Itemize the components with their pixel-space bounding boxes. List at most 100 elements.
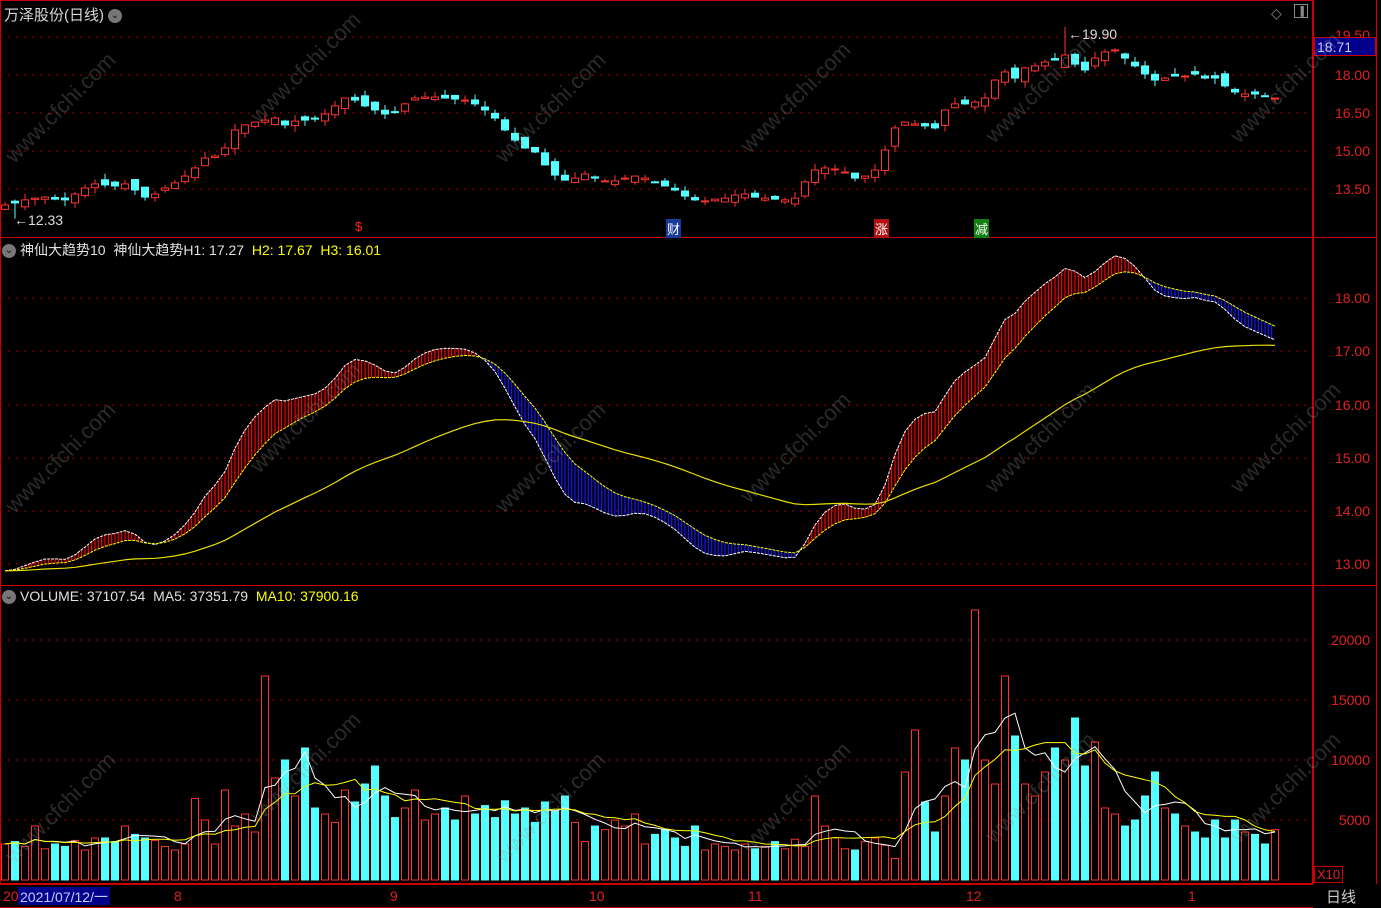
month-tick: 9 (390, 888, 398, 904)
candle-body (1, 204, 9, 210)
volume-bar (1171, 813, 1179, 881)
volume-tick: 10000 (1331, 752, 1370, 768)
candle-body (901, 121, 909, 126)
trend-long-line (4, 344, 1276, 572)
candle-body (561, 174, 569, 181)
month-tick: 11 (748, 888, 763, 904)
candle-body (1251, 91, 1259, 95)
candle-body (251, 121, 259, 127)
volume-bar (51, 843, 59, 881)
candle-body (1211, 75, 1219, 79)
event-marker-dollar[interactable]: $ (355, 219, 363, 234)
volume-bar (1221, 837, 1229, 881)
event-marker-reduce[interactable]: 减 (974, 219, 990, 238)
candle-body (501, 119, 509, 131)
candle-body (721, 197, 729, 203)
volume-unit: X10 (1314, 866, 1344, 883)
price-tick: 18.00 (1334, 67, 1370, 83)
candle-body (931, 123, 939, 129)
volume-bar (951, 747, 959, 881)
candle-body (201, 157, 209, 167)
candle-body (671, 187, 679, 191)
candle-body (821, 167, 829, 175)
volume-bar (961, 759, 969, 881)
volume-bar (31, 825, 39, 881)
candle-body (1081, 61, 1089, 71)
chart-canvas[interactable] (0, 0, 1313, 884)
event-marker-rise[interactable]: 涨 (874, 219, 890, 238)
candle-body (711, 198, 719, 202)
candle-body (921, 123, 929, 127)
low-value: 12.33 (28, 212, 64, 228)
volume-bar (61, 845, 69, 881)
volume-bar (551, 809, 559, 881)
date-axis[interactable]: 20 2021/07/12/一 8 9 10 11 12 1 (0, 884, 1313, 908)
volume-bar (821, 825, 829, 881)
volume-bar (261, 675, 269, 881)
volume-bar (1271, 829, 1279, 881)
candle-body (441, 94, 449, 99)
volume-bar (1091, 741, 1099, 881)
volume-bar (631, 813, 639, 881)
volume-bar (1111, 813, 1119, 881)
candle-body (1271, 97, 1279, 100)
trend-slow-line (4, 271, 1276, 572)
stock-title: 万泽股份(日线) ⌄ (4, 4, 122, 25)
chevron-down-icon[interactable]: ⌄ (2, 244, 16, 259)
candle-body (1011, 67, 1019, 79)
candle-body (1161, 77, 1169, 81)
candle-body (1101, 51, 1109, 62)
candle-body (891, 127, 899, 147)
indicator-h1: 神仙大趋势H1: 17.27 (113, 242, 245, 258)
volume-bar (431, 813, 439, 881)
low-annotation: ←12.33 (14, 212, 64, 228)
volume-bar (251, 831, 259, 881)
volume-bar (521, 807, 529, 881)
volume-bar (1231, 819, 1239, 881)
candle-body (871, 169, 879, 178)
panel-toggle-icon[interactable]: ▌ (1294, 4, 1308, 18)
volume-bar (281, 759, 289, 881)
candle-body (971, 101, 979, 108)
volume-bar (731, 849, 739, 881)
event-marker-finance[interactable]: 财 (666, 219, 682, 238)
candle-body (1091, 57, 1099, 67)
candle-body (731, 194, 739, 203)
volume-bar (211, 843, 219, 881)
volume-bar (91, 837, 99, 881)
candle-body (131, 179, 139, 191)
candle-body (681, 190, 689, 197)
candle-body (451, 94, 459, 100)
chevron-down-icon[interactable]: ⌄ (108, 9, 122, 24)
volume-tick: 15000 (1331, 692, 1370, 708)
right-axis[interactable]: 19.50 18.00 16.50 15.00 13.50 18.00 17.0… (1313, 0, 1377, 884)
candle-body (571, 177, 579, 184)
volume-tick: 20000 (1331, 632, 1370, 648)
volume-bar (1261, 843, 1269, 881)
candle-body (611, 180, 619, 186)
volume-bar (1051, 747, 1059, 881)
volume-bar (741, 843, 749, 881)
volume-bar (991, 783, 999, 881)
volume-bar (601, 829, 609, 881)
volume-bar (801, 845, 809, 881)
candle-body (531, 146, 539, 153)
volume-bar (391, 817, 399, 881)
candle-body (1141, 65, 1149, 75)
volume-bar (11, 841, 19, 881)
diamond-icon[interactable]: ◇ (1271, 5, 1282, 21)
candle-body (631, 175, 639, 183)
indicator-h3: H3: 16.01 (320, 242, 382, 258)
volume-bar (1241, 831, 1249, 881)
volume-bar (711, 843, 719, 881)
volume-bar (1161, 807, 1169, 881)
volume-bar (1101, 807, 1109, 881)
month-tick: 8 (174, 888, 182, 904)
chevron-down-icon[interactable]: ⌄ (2, 590, 16, 605)
chart-border (0, 0, 1313, 884)
volume-bar (111, 841, 119, 881)
candle-body (61, 197, 69, 201)
candle-body (551, 161, 559, 176)
volume-bar (721, 845, 729, 881)
period-selector[interactable]: 日线 (1326, 889, 1357, 906)
